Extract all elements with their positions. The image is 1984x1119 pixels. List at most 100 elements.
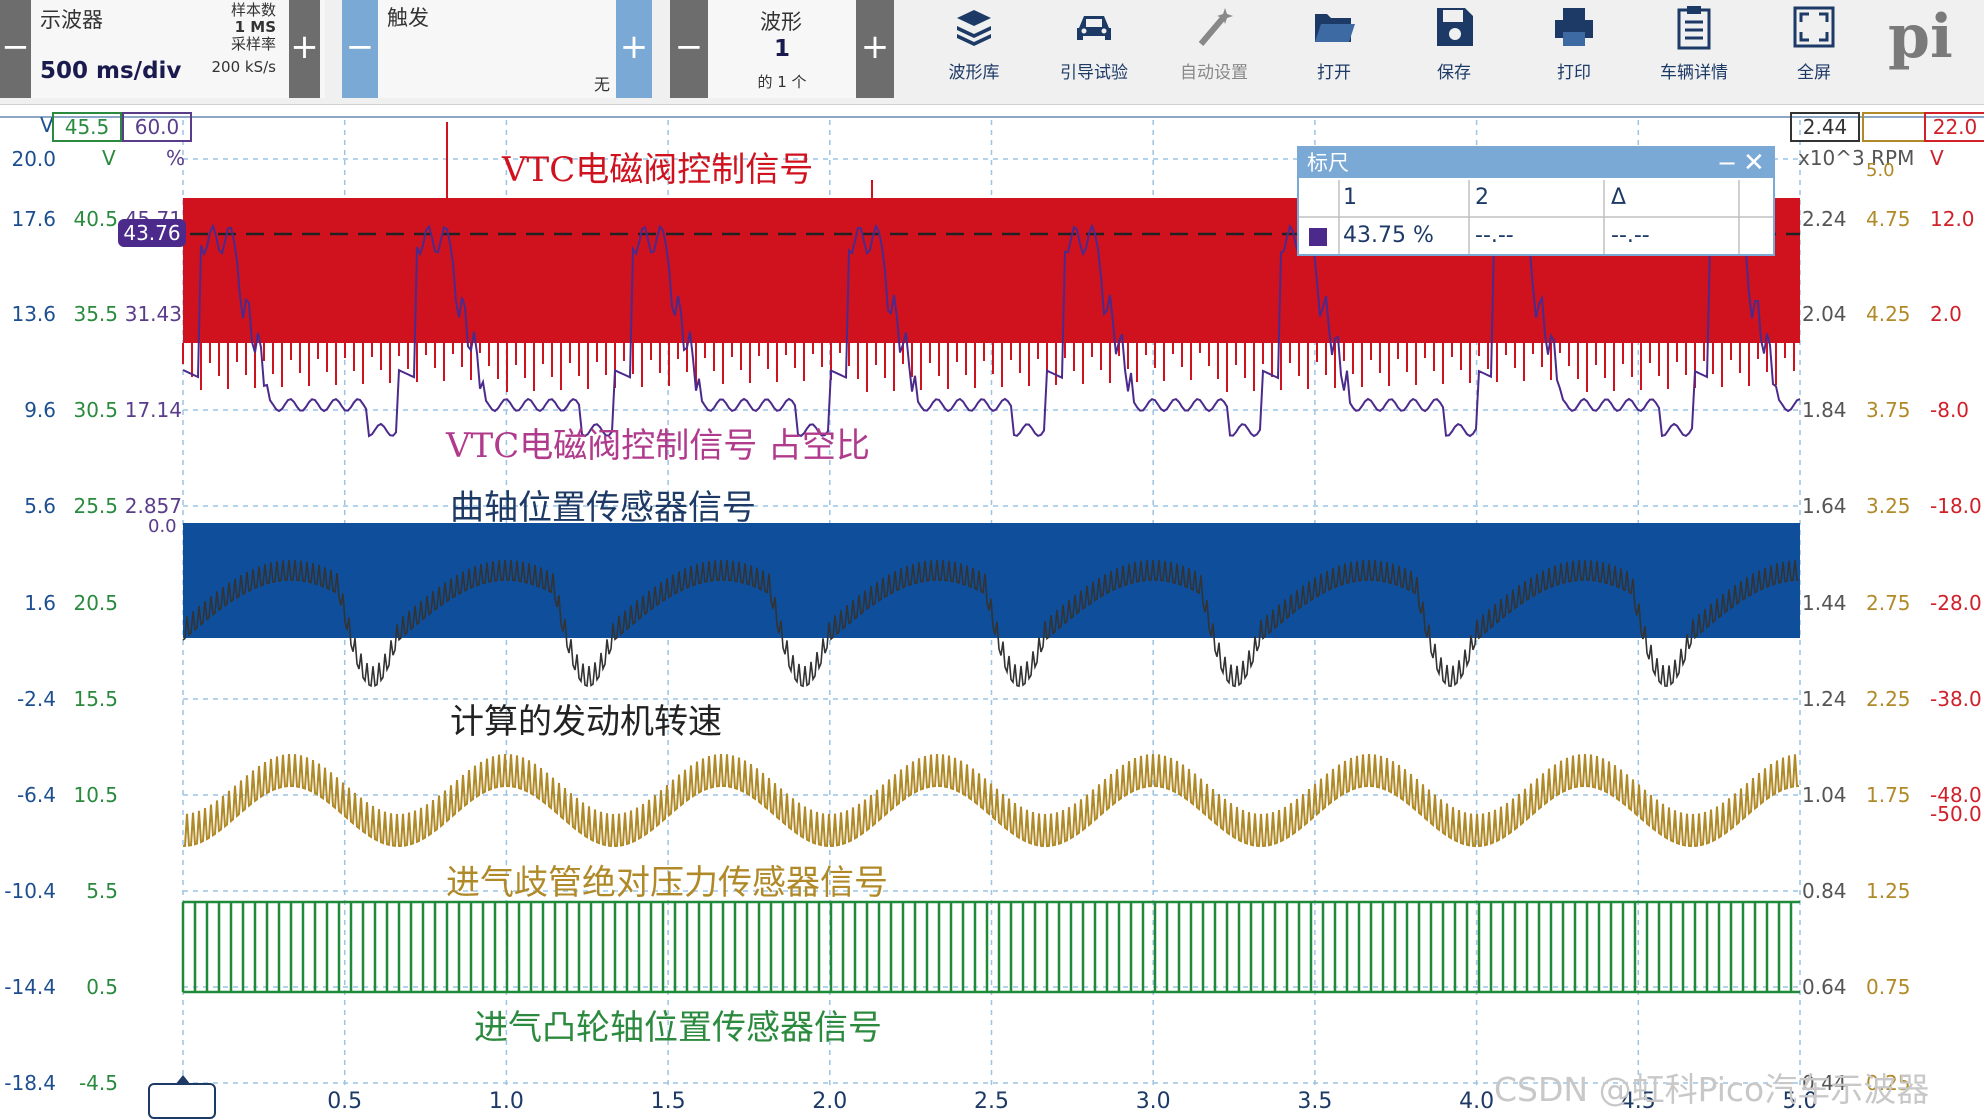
folder-open-icon bbox=[1315, 14, 1355, 42]
toolbar: − 示波器 500 ms/div 样本数 1 MS 采样率 200 kS/s +… bbox=[0, 0, 1984, 105]
time-origin-arrow bbox=[175, 1075, 191, 1085]
cam-signal-label: 进气凸轮轴位置传感器信号 bbox=[474, 1008, 882, 1048]
channel-c-badge[interactable]: 60.0 bbox=[122, 112, 192, 142]
waveform-prev-button[interactable]: − bbox=[670, 0, 708, 98]
timebase-value[interactable]: 500 ms/div bbox=[40, 58, 182, 84]
ruler-col-1: 1 bbox=[1343, 185, 1357, 210]
trigger-increase-button[interactable]: + bbox=[616, 0, 652, 98]
left-blue-tick: -10.4 bbox=[4, 879, 56, 903]
trigger-label: 触发 bbox=[387, 6, 429, 30]
timebase-increase-button[interactable]: + bbox=[289, 0, 320, 98]
vtc-signal-label: VTC电磁阀控制信号 bbox=[502, 150, 814, 190]
left-purple-tick: 31.43 bbox=[124, 302, 182, 326]
open-button[interactable]: 打开 bbox=[1278, 0, 1390, 98]
fullscreen-button[interactable]: 全屏 bbox=[1758, 0, 1870, 98]
printer-icon bbox=[1555, 8, 1593, 46]
channel-e-badge[interactable] bbox=[1862, 112, 1926, 142]
waveform-library-button[interactable]: 波形库 bbox=[918, 0, 1030, 98]
right-gold-tick: 3.75 bbox=[1866, 398, 1911, 422]
trigger-decrease-button[interactable]: − bbox=[342, 0, 378, 98]
channel-b-range: 45.5 bbox=[64, 115, 110, 139]
right-red-tick: -8.0 bbox=[1930, 398, 1970, 422]
x-tick-label: 5.0 bbox=[1782, 1089, 1818, 1114]
x-tick-label: 4.5 bbox=[1620, 1089, 1656, 1114]
scope-label: 示波器 bbox=[40, 8, 103, 32]
right-rpm-tick: 1.84 bbox=[1802, 398, 1847, 422]
timebase-panel: − 示波器 500 ms/div 样本数 1 MS 采样率 200 kS/s + bbox=[0, 0, 325, 98]
samples-value: 1 MS bbox=[234, 18, 276, 36]
channel-c-range: 60.0 bbox=[134, 115, 180, 139]
gold-extra: 5.0 bbox=[1866, 160, 1895, 181]
right-rpm-tick: 1.04 bbox=[1802, 783, 1847, 807]
channel-f-range: 22.0 bbox=[1932, 115, 1978, 139]
guided-test-label: 引导试验 bbox=[1060, 63, 1128, 83]
guided-test-button[interactable]: 引导试验 bbox=[1038, 0, 1150, 98]
ruler-grid: 1 2 Δ 43.75 % --.-- --.-- bbox=[1299, 180, 1773, 254]
left-green-tick: 5.5 bbox=[86, 879, 118, 903]
vehicle-details-button[interactable]: 车辆详情 bbox=[1638, 0, 1750, 98]
x-tick-label: 3.5 bbox=[1297, 1089, 1333, 1114]
channel-d-badge[interactable]: 2.44 bbox=[1790, 112, 1860, 142]
cursor-value-badge[interactable]: 43.76 bbox=[118, 219, 186, 247]
watermark: CSDN @虹科Pico汽车示波器 bbox=[1494, 1070, 1930, 1109]
right-gold-tick: 0.75 bbox=[1866, 975, 1911, 999]
save-button[interactable]: 保存 bbox=[1398, 0, 1510, 98]
channel-b-badge[interactable]: 45.5 bbox=[52, 112, 122, 142]
x-tick-label: 2.5 bbox=[974, 1089, 1009, 1114]
left-green-tick: 20.5 bbox=[73, 591, 118, 615]
vtc-duty-trace bbox=[182, 223, 1801, 438]
left-green-tick: 30.5 bbox=[73, 398, 118, 422]
right-red-tick: -18.0 bbox=[1930, 494, 1982, 518]
ruler-window[interactable]: 标尺 − ✕ 1 2 Δ 43.75 % --.-- --.-- bbox=[1297, 146, 1775, 256]
purple-zero: 0.0 bbox=[148, 516, 177, 537]
magic-wand-icon bbox=[1198, 8, 1233, 46]
left-purple-tick: 2.857 bbox=[124, 494, 182, 518]
map-signal-label: 进气歧管绝对压力传感器信号 bbox=[446, 863, 888, 903]
ruler-title: 标尺 bbox=[1307, 151, 1349, 175]
ruler-header[interactable]: 标尺 − ✕ bbox=[1299, 148, 1773, 178]
map-trace bbox=[182, 753, 1800, 848]
left-blue-tick: -14.4 bbox=[4, 975, 56, 999]
waveform-plot[interactable] bbox=[0, 104, 1984, 1119]
left-green-tick: -4.5 bbox=[78, 1071, 118, 1095]
save-icon bbox=[1437, 8, 1473, 46]
ruler-close-icon[interactable]: ✕ bbox=[1743, 148, 1765, 178]
waveform-number[interactable]: 1 bbox=[774, 36, 791, 62]
right-red-tick: 12.0 bbox=[1930, 207, 1975, 231]
left-blue-tick: 1.6 bbox=[24, 591, 56, 615]
fullscreen-label: 全屏 bbox=[1797, 63, 1831, 83]
left-blue-tick: -6.4 bbox=[16, 783, 56, 807]
timebase-decrease-button[interactable]: − bbox=[0, 0, 31, 98]
crank-signal-band bbox=[183, 523, 1800, 638]
clipboard-icon bbox=[1677, 6, 1711, 50]
trigger-panel: − 触发 无 + bbox=[342, 0, 652, 98]
right-gold-tick: 4.25 bbox=[1866, 302, 1911, 326]
right-rpm-tick: 1.24 bbox=[1802, 687, 1847, 711]
waveform-next-button[interactable]: + bbox=[856, 0, 894, 98]
ruler-minimize-icon[interactable]: − bbox=[1717, 149, 1738, 177]
red-unit: V bbox=[1930, 146, 1944, 170]
right-rpm-tick: 0.84 bbox=[1802, 879, 1847, 903]
save-label: 保存 bbox=[1437, 63, 1471, 83]
rate-value: 200 kS/s bbox=[211, 58, 276, 76]
right-rpm-tick: 1.44 bbox=[1802, 591, 1847, 615]
waveform-of-count: 的 1 个 bbox=[757, 73, 807, 91]
left-green-tick: 25.5 bbox=[73, 494, 118, 518]
ruler-value-delta: --.-- bbox=[1611, 223, 1650, 248]
rpm-signal-label: 计算的发动机转速 bbox=[450, 702, 722, 742]
auto-setup-button[interactable]: 自动设置 bbox=[1158, 0, 1270, 98]
ruler-color-swatch bbox=[1309, 228, 1327, 246]
x-tick-label: 4.0 bbox=[1459, 1089, 1495, 1114]
crank-signal-label: 曲轴位置传感器信号 bbox=[450, 488, 756, 528]
ruler-value-2: --.-- bbox=[1475, 223, 1514, 248]
right-gold-tick: 1.25 bbox=[1866, 879, 1911, 903]
ruler-col-delta: Δ bbox=[1611, 185, 1627, 210]
right-rpm-tick: 0.44 bbox=[1802, 1071, 1847, 1095]
trigger-value[interactable]: 无 bbox=[593, 75, 610, 94]
right-gold-tick: 0.25 bbox=[1866, 1071, 1911, 1095]
channel-f-badge[interactable]: 22.0 bbox=[1924, 112, 1984, 142]
print-button[interactable]: 打印 bbox=[1518, 0, 1630, 98]
right-gold-tick: 3.25 bbox=[1866, 494, 1911, 518]
time-origin-marker[interactable] bbox=[148, 1083, 216, 1119]
print-label: 打印 bbox=[1557, 63, 1591, 83]
